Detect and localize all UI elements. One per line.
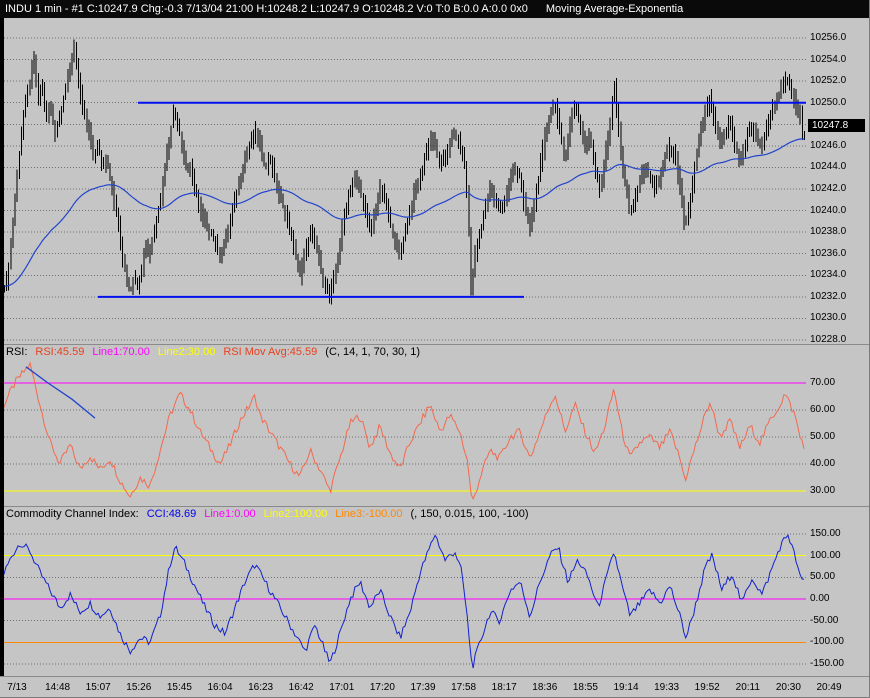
- rsi-axis-label: 40.00: [810, 458, 836, 469]
- price-axis-label: 10230.0: [810, 312, 847, 324]
- time-axis-label: 19:52: [694, 682, 720, 693]
- cci-axis-label: -100.00: [810, 636, 844, 648]
- time-axis-label: 17:01: [329, 682, 355, 693]
- price-axis-label: 10246.0: [810, 139, 847, 151]
- cci-axis-label: 50.00: [810, 571, 836, 583]
- time-axis: 7/13 14:48 15:07 15:26 15:45 16:04 16:23 16:42 1…: [0, 676, 869, 697]
- time-axis-label: 17:58: [451, 682, 477, 693]
- cci-params: (, 150, 0.015, 100, -100): [410, 508, 529, 520]
- cci-title: Commodity Channel Index:: [6, 508, 139, 520]
- time-axis-label: 20:49: [816, 682, 842, 693]
- title-bar[interactable]: INDU 1 min - #1 C:10247.9 Chg:-0.3 7/13/…: [0, 0, 869, 18]
- time-axis-label: 19:14: [613, 682, 639, 693]
- price-bars-series: [4, 39, 805, 305]
- time-axis-label: 18:55: [572, 682, 598, 693]
- rsi-axis-label: 30.00: [810, 485, 836, 496]
- cci-value: CCI:48.69: [146, 508, 197, 520]
- time-axis-label: 16:04: [207, 682, 233, 693]
- rsi-header-row: RSI: RSI:45.59 Line1:70.00 Line2:30.00 RSI M…: [0, 344, 869, 361]
- time-axis-label: 18:17: [491, 682, 517, 693]
- title-study-text: Moving Average-Exponentia: [545, 3, 684, 15]
- time-axis-label: 20:30: [775, 682, 801, 693]
- last-price-badge: 10247.8: [808, 119, 865, 133]
- time-axis-label: 16:23: [248, 682, 274, 693]
- cci-line1-label: Line1:0.00: [204, 508, 256, 520]
- rsi-axis-label: 60.00: [810, 404, 836, 415]
- rsi-chart-canvas[interactable]: [0, 361, 870, 506]
- price-axis-label: 10244.0: [810, 161, 847, 173]
- price-axis-label: 10228.0: [810, 334, 847, 345]
- time-axis-label: 19:33: [654, 682, 680, 693]
- price-axis-label: 10242.0: [810, 183, 847, 194]
- rsi-line: [3, 361, 805, 501]
- rsi-panel[interactable]: [0, 361, 870, 506]
- price-axis-label: 10240.0: [810, 204, 847, 216]
- time-axis-label: 20:11: [735, 682, 760, 693]
- time-axis-label: 15:45: [166, 682, 192, 693]
- rsi-movavg-label: RSI Mov Avg:45.59: [223, 346, 318, 358]
- price-axis-label: 10238.0: [810, 226, 847, 238]
- rsi-axis-label: 70.00: [810, 377, 836, 388]
- rsi-value: RSI:45.59: [35, 346, 85, 358]
- rsi-line2-label: Line2:30.00: [157, 346, 216, 358]
- price-axis-label: 10234.0: [810, 269, 847, 281]
- cci-panel[interactable]: [0, 523, 870, 676]
- cci-header-row: Commodity Channel Index: CCI:48.69 Line1:0…: [0, 506, 869, 523]
- rsi-title: RSI:: [6, 346, 28, 358]
- time-axis-label: 14:48: [45, 682, 71, 693]
- time-axis-label: 17:39: [410, 682, 436, 693]
- cci-line3-label: Line3:-100.00: [335, 508, 403, 520]
- time-axis-label: 15:07: [85, 682, 111, 693]
- cci-line: [3, 533, 805, 669]
- price-axis-label: 10256.0: [810, 32, 847, 43]
- price-chart-canvas[interactable]: [0, 18, 870, 344]
- price-axis-label: 10232.0: [810, 290, 847, 302]
- cci-axis-label: -150.00: [810, 657, 844, 669]
- time-axis-label: 17:20: [369, 682, 395, 693]
- price-panel[interactable]: [0, 18, 870, 344]
- price-axis-label: 10250.0: [810, 96, 847, 108]
- cci-line2-label: Line2:100.00: [263, 508, 328, 520]
- cci-axis-label: 150.00: [810, 528, 841, 539]
- cci-axis-label: -50.00: [810, 614, 839, 626]
- cci-axis-label: 0.00: [810, 592, 830, 604]
- price-axis-label: 10254.0: [810, 53, 847, 65]
- time-axis-label: 18:36: [532, 682, 558, 693]
- time-axis-label: 7/13: [7, 682, 27, 693]
- window-border-left: [0, 18, 4, 676]
- title-quote-text: INDU 1 min - #1 C:10247.9 Chg:-0.3 7/13/…: [5, 3, 528, 15]
- time-axis-label: 15:26: [126, 682, 152, 693]
- cci-axis-label: 100.00: [810, 549, 841, 561]
- cci-chart-canvas[interactable]: [0, 523, 870, 676]
- ema-line: [4, 138, 805, 287]
- rsi-line1-label: Line1:70.00: [92, 346, 150, 358]
- time-axis-label: 16:42: [288, 682, 314, 693]
- rsi-ma-line: [25, 366, 96, 419]
- rsi-params: (C, 14, 1, 70, 30, 1): [325, 346, 421, 358]
- price-axis-label: 10236.0: [810, 247, 847, 259]
- rsi-axis-label: 50.00: [810, 431, 836, 442]
- price-axis-label: 10252.0: [810, 75, 847, 87]
